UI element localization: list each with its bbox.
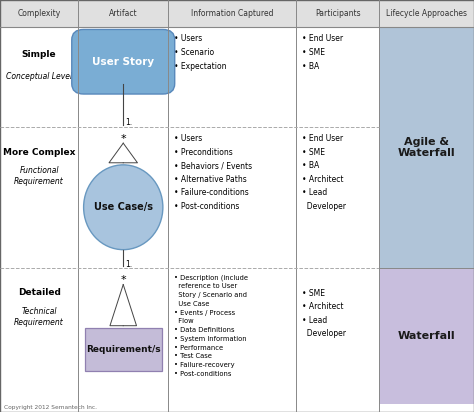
Text: • Users
• Preconditions
• Behaviors / Events
• Alternative Paths
• Failure-condi: • Users • Preconditions • Behaviors / Ev… [174, 134, 252, 211]
Text: • SME
• Architect
• Lead
  Developer: • SME • Architect • Lead Developer [302, 289, 346, 338]
Text: Conceptual Level: Conceptual Level [6, 72, 72, 81]
Text: Participants: Participants [315, 9, 361, 18]
Text: Copyright 2012 Semantech Inc.: Copyright 2012 Semantech Inc. [4, 405, 97, 410]
Text: Artifact: Artifact [109, 9, 137, 18]
Text: 1.: 1. [126, 260, 133, 269]
Text: Technical
Requirement: Technical Requirement [14, 307, 64, 327]
Text: Functional
Requirement: Functional Requirement [14, 166, 64, 186]
Bar [0, 0, 474, 27]
Text: • End User
• SME
• BA: • End User • SME • BA [302, 34, 343, 71]
Bar [84, 328, 162, 371]
Text: • End User
• SME
• BA
• Architect
• Lead
  Developer: • End User • SME • BA • Architect • Lead… [302, 134, 346, 211]
Text: Detailed: Detailed [18, 288, 61, 297]
Bar [379, 268, 474, 404]
Text: Requirement/s: Requirement/s [86, 345, 161, 354]
Text: Information Captured: Information Captured [191, 9, 273, 18]
Text: Simple: Simple [22, 50, 56, 59]
Text: Waterfall: Waterfall [398, 331, 456, 341]
Text: Complexity: Complexity [18, 9, 61, 18]
Text: User Story: User Story [92, 57, 155, 67]
Text: *: * [120, 134, 126, 144]
Text: • Users
• Scenario
• Expectation: • Users • Scenario • Expectation [174, 34, 227, 71]
FancyBboxPatch shape [72, 30, 175, 94]
Text: *: * [120, 276, 126, 286]
Text: • Description (include
  reference to User
  Story / Scenario and
  Use Case
• E: • Description (include reference to User… [174, 274, 248, 377]
Text: Agile &
Waterfall: Agile & Waterfall [398, 137, 456, 158]
Text: Use Case/s: Use Case/s [94, 202, 153, 212]
Text: 1.: 1. [126, 118, 133, 127]
Text: More Complex: More Complex [3, 147, 75, 157]
Ellipse shape [83, 165, 163, 250]
Text: Lifecycle Approaches: Lifecycle Approaches [386, 9, 467, 18]
Bar [379, 27, 474, 268]
